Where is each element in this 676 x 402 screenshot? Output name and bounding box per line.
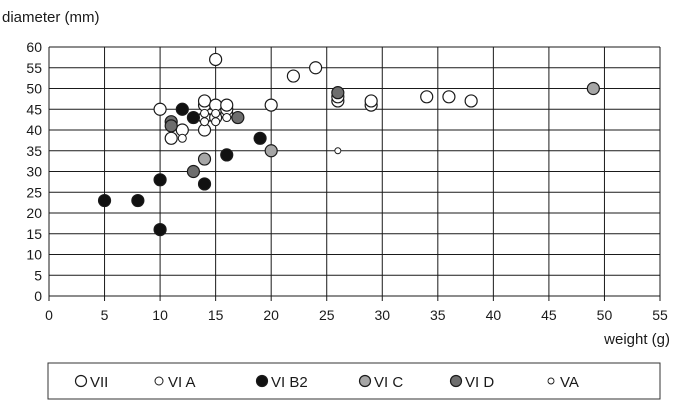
data-point (177, 133, 187, 143)
data-points (97, 52, 600, 237)
y-tick-label: 35 (26, 143, 42, 159)
y-tick-labels: 0 5 10 15 20 25 30 35 40 45 50 55 60 (26, 39, 42, 304)
x-tick-label: 55 (652, 307, 668, 323)
data-point (209, 52, 223, 67)
data-point (253, 131, 267, 145)
legend-box (47, 362, 661, 400)
x-tick-label: 15 (208, 307, 224, 323)
legend-marker (547, 377, 555, 385)
data-point (197, 152, 212, 166)
data-point (211, 108, 221, 118)
y-tick-label: 60 (26, 39, 42, 55)
data-point (164, 119, 178, 133)
data-point (286, 69, 300, 83)
y-tick-label: 30 (26, 164, 42, 180)
legend: VII VI A VI B2 VI C VI D VA (47, 362, 661, 400)
legend-marker (449, 374, 463, 388)
data-point (97, 193, 112, 208)
data-point (464, 94, 478, 108)
x-tick-label: 35 (430, 307, 446, 323)
x-tick-label: 10 (152, 307, 168, 323)
y-tick-label: 25 (26, 184, 42, 200)
y-tick-label: 50 (26, 81, 42, 97)
legend-label: VI D (465, 374, 494, 391)
legend-label: VII (90, 374, 108, 391)
y-tick-label: 45 (26, 101, 42, 117)
y-tick-label: 0 (34, 288, 42, 304)
y-tick-label: 40 (26, 122, 42, 138)
data-point (309, 61, 323, 75)
data-point (200, 117, 210, 127)
data-point (197, 177, 212, 191)
legend-label: VA (560, 374, 579, 391)
data-point (220, 148, 234, 162)
data-point (164, 131, 178, 145)
data-point (200, 108, 210, 118)
legend-marker (74, 374, 88, 388)
data-point (211, 117, 221, 127)
x-tick-label: 30 (374, 307, 390, 323)
data-point (153, 173, 167, 187)
x-tick-label: 0 (45, 307, 53, 323)
y-axis-title: diameter (mm) (2, 9, 100, 26)
y-tick-label: 55 (26, 60, 42, 76)
data-point (197, 94, 212, 108)
data-point (334, 147, 342, 155)
legend-label: VI B2 (271, 374, 308, 391)
grid-lines (48, 46, 661, 301)
data-point (442, 90, 456, 104)
data-point (331, 86, 345, 100)
legend-marker (154, 376, 164, 386)
legend-label: VI A (168, 374, 196, 391)
data-point (220, 98, 234, 112)
data-point (153, 102, 167, 116)
data-point (586, 81, 600, 96)
data-point (186, 110, 201, 125)
data-point (231, 110, 245, 125)
x-tick-label: 40 (486, 307, 502, 323)
x-tick-label: 25 (319, 307, 335, 323)
y-tick-label: 15 (26, 226, 42, 242)
x-tick-label: 20 (263, 307, 279, 323)
y-tick-label: 10 (26, 247, 42, 263)
data-point (364, 94, 378, 108)
data-point (222, 113, 232, 123)
legend-marker (358, 374, 372, 388)
x-tick-labels: 0 5 10 15 20 25 30 35 40 45 50 55 (45, 307, 668, 323)
legend-label: VI C (374, 374, 403, 391)
data-point (175, 102, 189, 116)
y-tick-label: 5 (34, 267, 42, 283)
data-point (186, 164, 201, 179)
data-point (264, 144, 278, 158)
y-tick-label: 20 (26, 205, 42, 221)
data-point (131, 193, 145, 208)
x-axis-title: weight (g) (603, 331, 670, 348)
x-tick-label: 45 (541, 307, 557, 323)
data-point (420, 90, 434, 104)
x-tick-label: 50 (597, 307, 613, 323)
legend-marker (255, 374, 269, 388)
data-point (264, 98, 278, 112)
x-tick-label: 5 (101, 307, 109, 323)
data-point (153, 223, 167, 237)
